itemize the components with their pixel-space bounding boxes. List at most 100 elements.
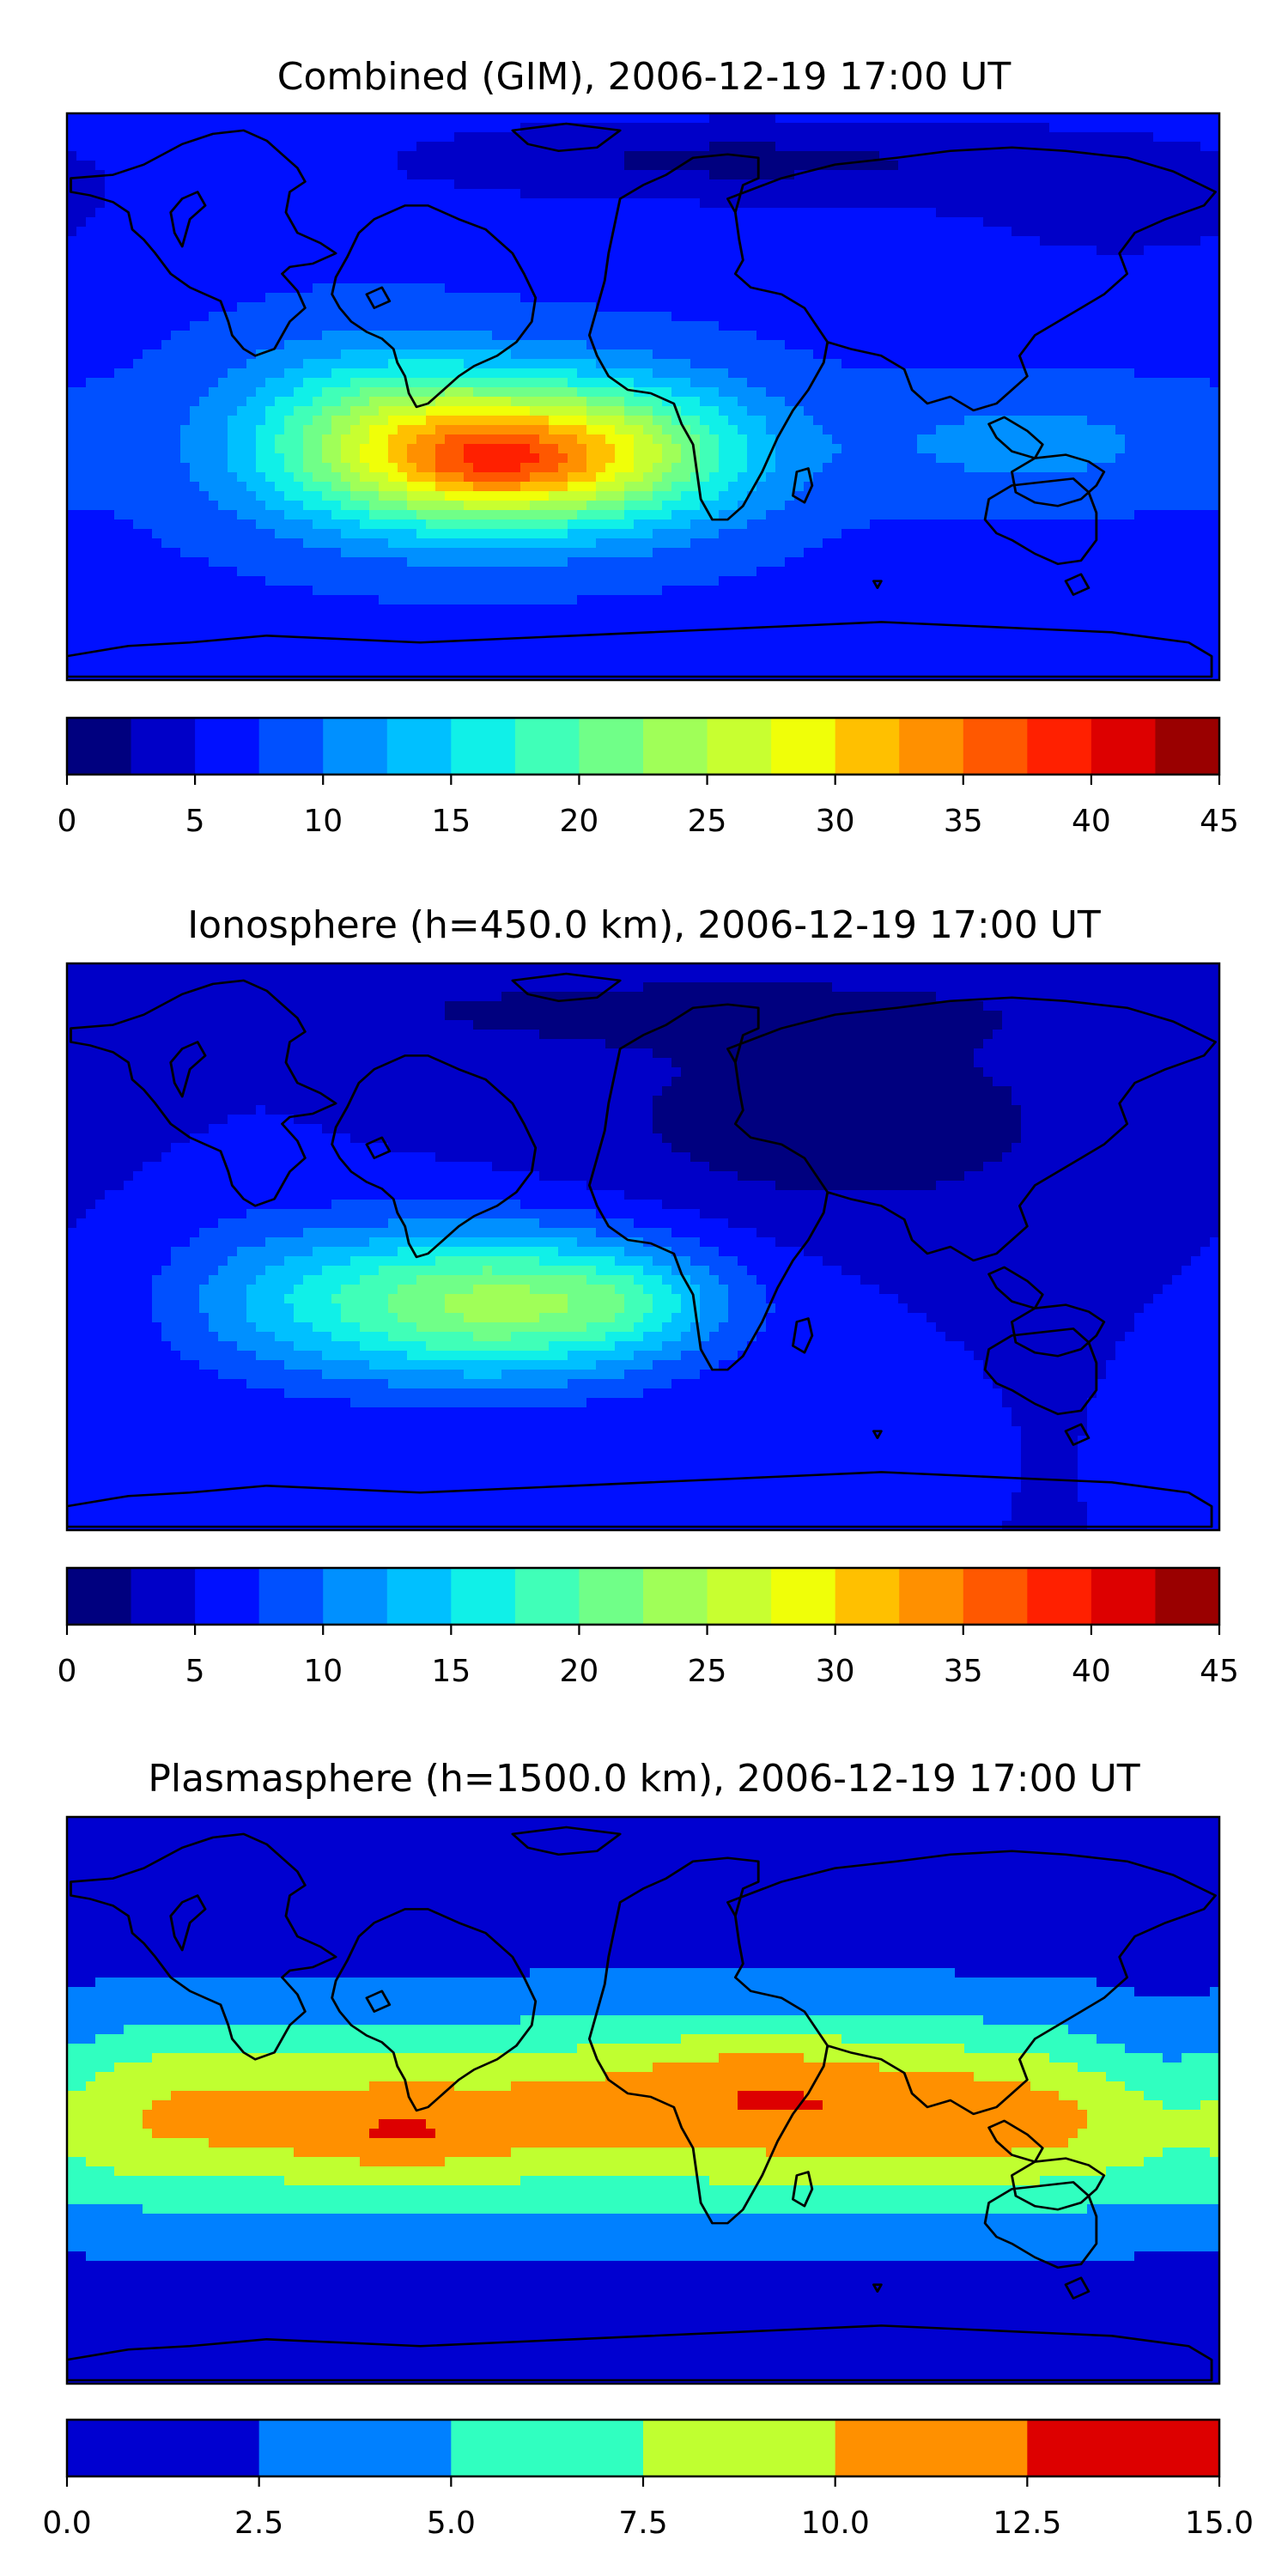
heatmap-cell bbox=[1210, 132, 1219, 143]
heatmap-cell bbox=[152, 142, 162, 152]
heatmap-cell bbox=[605, 387, 616, 398]
heatmap-cell bbox=[1097, 482, 1107, 492]
heatmap-cell bbox=[596, 491, 606, 501]
heatmap-cell bbox=[804, 274, 814, 284]
heatmap-cell bbox=[1210, 217, 1219, 228]
heatmap-cell bbox=[908, 368, 918, 379]
heatmap-cell bbox=[690, 491, 701, 501]
heatmap-cell bbox=[331, 283, 342, 294]
heatmap-cell bbox=[161, 359, 172, 369]
heatmap-cell bbox=[388, 312, 398, 322]
heatmap-cell bbox=[511, 378, 521, 388]
heatmap-cell bbox=[719, 387, 729, 398]
heatmap-cell bbox=[76, 321, 87, 331]
heatmap-cell bbox=[747, 406, 757, 416]
heatmap-cell bbox=[1106, 208, 1116, 218]
heatmap-cell bbox=[690, 208, 701, 218]
heatmap-cell bbox=[95, 425, 106, 435]
heatmap-cell bbox=[662, 463, 672, 473]
heatmap-cell bbox=[1153, 472, 1163, 483]
heatmap-cell bbox=[738, 416, 748, 426]
heatmap-cell bbox=[785, 255, 795, 265]
heatmap-cell bbox=[766, 198, 776, 209]
heatmap-cell bbox=[1078, 359, 1088, 369]
heatmap-cell bbox=[709, 378, 720, 388]
heatmap-cell bbox=[804, 132, 814, 143]
heatmap-cell bbox=[152, 264, 162, 275]
heatmap-cell bbox=[67, 170, 77, 180]
heatmap-cell bbox=[917, 132, 927, 143]
heatmap-cell bbox=[1172, 406, 1182, 416]
heatmap-cell bbox=[690, 179, 701, 190]
heatmap-cell bbox=[1049, 397, 1060, 407]
heatmap-cell bbox=[331, 151, 342, 161]
heatmap-cell bbox=[1163, 274, 1173, 284]
heatmap-cell bbox=[265, 170, 276, 180]
heatmap-cell bbox=[483, 151, 493, 161]
heatmap-cell bbox=[643, 491, 653, 501]
heatmap-cell bbox=[520, 246, 531, 256]
heatmap-cell bbox=[568, 189, 578, 199]
heatmap-cell bbox=[209, 321, 219, 331]
heatmap-cell bbox=[114, 378, 125, 388]
heatmap-cell bbox=[435, 453, 446, 464]
heatmap-cell bbox=[86, 236, 96, 246]
heatmap-cell bbox=[964, 132, 975, 143]
heatmap-cell bbox=[1068, 321, 1078, 331]
heatmap-cell bbox=[700, 283, 710, 294]
heatmap-cell bbox=[1210, 387, 1219, 398]
heatmap-cell bbox=[1115, 406, 1126, 416]
heatmap-cell bbox=[775, 472, 786, 483]
heatmap-cell bbox=[473, 397, 483, 407]
heatmap-cell bbox=[794, 312, 805, 322]
heatmap-cell bbox=[945, 208, 956, 218]
heatmap-cell bbox=[360, 321, 370, 331]
heatmap-cell bbox=[936, 359, 946, 369]
heatmap-cell bbox=[756, 179, 767, 190]
heatmap-cell bbox=[473, 293, 483, 303]
heatmap-cell bbox=[501, 472, 512, 483]
heatmap-cell bbox=[228, 208, 238, 218]
heatmap-cell bbox=[955, 113, 965, 124]
heatmap-cell bbox=[908, 359, 918, 369]
heatmap-cell bbox=[709, 444, 720, 454]
heatmap-cell bbox=[634, 378, 644, 388]
heatmap-cell bbox=[709, 142, 720, 152]
heatmap-cell bbox=[841, 406, 852, 416]
heatmap-cell bbox=[407, 368, 417, 379]
heatmap-cell bbox=[520, 227, 531, 237]
heatmap-cell bbox=[1097, 406, 1107, 416]
heatmap-cell bbox=[624, 132, 635, 143]
heatmap-cell bbox=[1087, 246, 1097, 256]
heatmap-cell bbox=[1125, 359, 1135, 369]
heatmap-cell bbox=[1210, 302, 1219, 313]
heatmap-cell bbox=[653, 236, 663, 246]
heatmap-cell bbox=[1068, 491, 1078, 501]
heatmap-cell bbox=[398, 123, 408, 133]
heatmap-cell bbox=[265, 331, 276, 341]
heatmap-cell bbox=[596, 189, 606, 199]
heatmap-cell bbox=[161, 472, 172, 483]
heatmap-cell bbox=[964, 264, 975, 275]
heatmap-cell bbox=[483, 170, 493, 180]
heatmap-cell bbox=[804, 368, 814, 379]
heatmap-cell bbox=[539, 453, 550, 464]
heatmap-cell bbox=[974, 387, 984, 398]
heatmap-cell bbox=[209, 406, 219, 416]
heatmap-cell bbox=[785, 132, 795, 143]
heatmap-cell bbox=[813, 453, 823, 464]
heatmap-cell bbox=[199, 349, 210, 360]
heatmap-cell bbox=[936, 321, 946, 331]
heatmap-cell bbox=[445, 161, 455, 171]
heatmap-cell bbox=[86, 463, 96, 473]
heatmap-cell bbox=[851, 349, 861, 360]
heatmap-cell bbox=[398, 340, 408, 350]
heatmap-cell bbox=[1125, 170, 1135, 180]
heatmap-cell bbox=[1172, 255, 1182, 265]
heatmap-cell bbox=[804, 434, 814, 445]
heatmap-cell bbox=[1172, 416, 1182, 426]
heatmap-cell bbox=[993, 453, 1003, 464]
heatmap-cell bbox=[265, 246, 276, 256]
heatmap-cell bbox=[671, 274, 682, 284]
heatmap-cell bbox=[199, 179, 210, 190]
